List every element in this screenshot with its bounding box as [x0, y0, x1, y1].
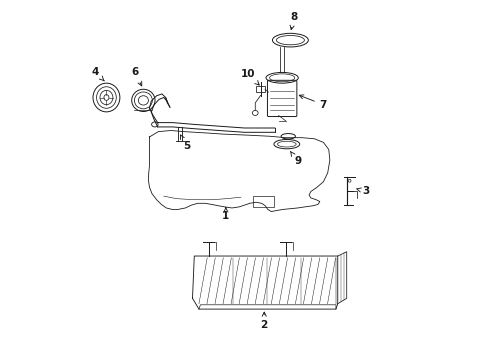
- Text: 6: 6: [131, 67, 142, 86]
- Text: 3: 3: [356, 186, 369, 197]
- Text: 5: 5: [180, 135, 190, 151]
- Text: 8: 8: [289, 12, 297, 30]
- Text: 7: 7: [299, 95, 326, 110]
- Text: 10: 10: [241, 69, 259, 85]
- Text: 4: 4: [92, 67, 104, 81]
- Bar: [256, 86, 264, 92]
- Text: 9: 9: [290, 151, 301, 166]
- Text: 1: 1: [222, 208, 229, 221]
- Bar: [253, 196, 274, 207]
- Text: 2: 2: [260, 312, 267, 330]
